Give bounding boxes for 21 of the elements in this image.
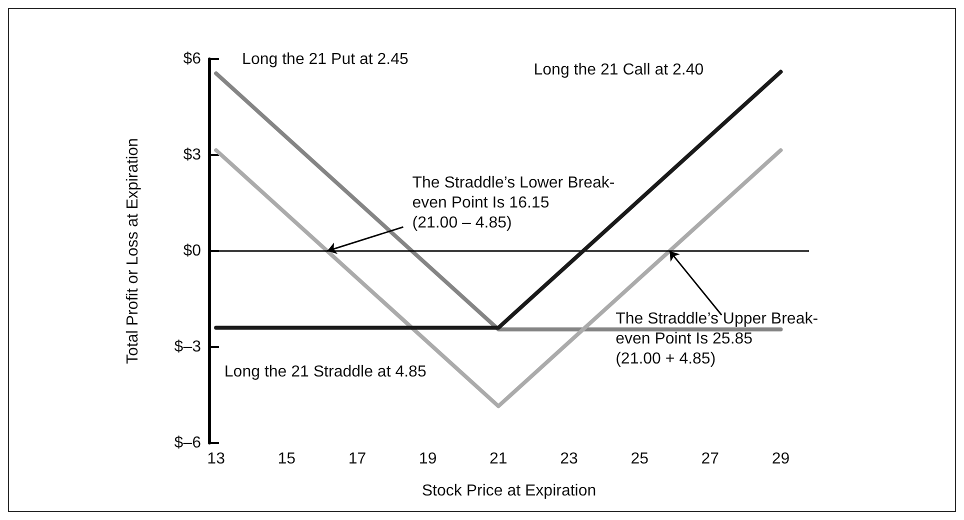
x-tick-label: 25 [630, 450, 649, 468]
y-tick-label: $3 [183, 146, 202, 164]
x-tick-label: 13 [207, 450, 226, 468]
annotation: The Straddle’s Lower Break- even Point Is 16.15 (21.00 – 4.85) [412, 174, 615, 232]
y-tick-label: $6 [183, 50, 202, 68]
y-tick-label: $–6 [174, 434, 202, 452]
y-axis-title: Total Profit or Loss at Expiration [124, 138, 142, 364]
annotation: The Straddle’s Upper Break- even Point Is 25.85 (21.00 + 4.85) [616, 310, 818, 368]
x-tick-label: 23 [560, 450, 578, 468]
x-tick-label: 27 [701, 450, 720, 468]
y-tick-label: $–3 [174, 338, 202, 356]
x-tick-label: 19 [418, 450, 437, 468]
x-tick-label: 17 [348, 450, 366, 468]
y-tick-label: $0 [183, 242, 202, 260]
x-axis-title: Stock Price at Expiration [422, 482, 596, 500]
x-tick-label: 21 [490, 450, 508, 468]
text: Long the 21 Call at 2.40 [534, 61, 704, 78]
x-tick-label: 29 [772, 450, 790, 468]
series-label: Long the 21 Put at 2.45 [242, 50, 409, 68]
series-label: Long the 21 Straddle at 4.85 [224, 364, 426, 381]
x-tick-label: 15 [278, 450, 296, 468]
